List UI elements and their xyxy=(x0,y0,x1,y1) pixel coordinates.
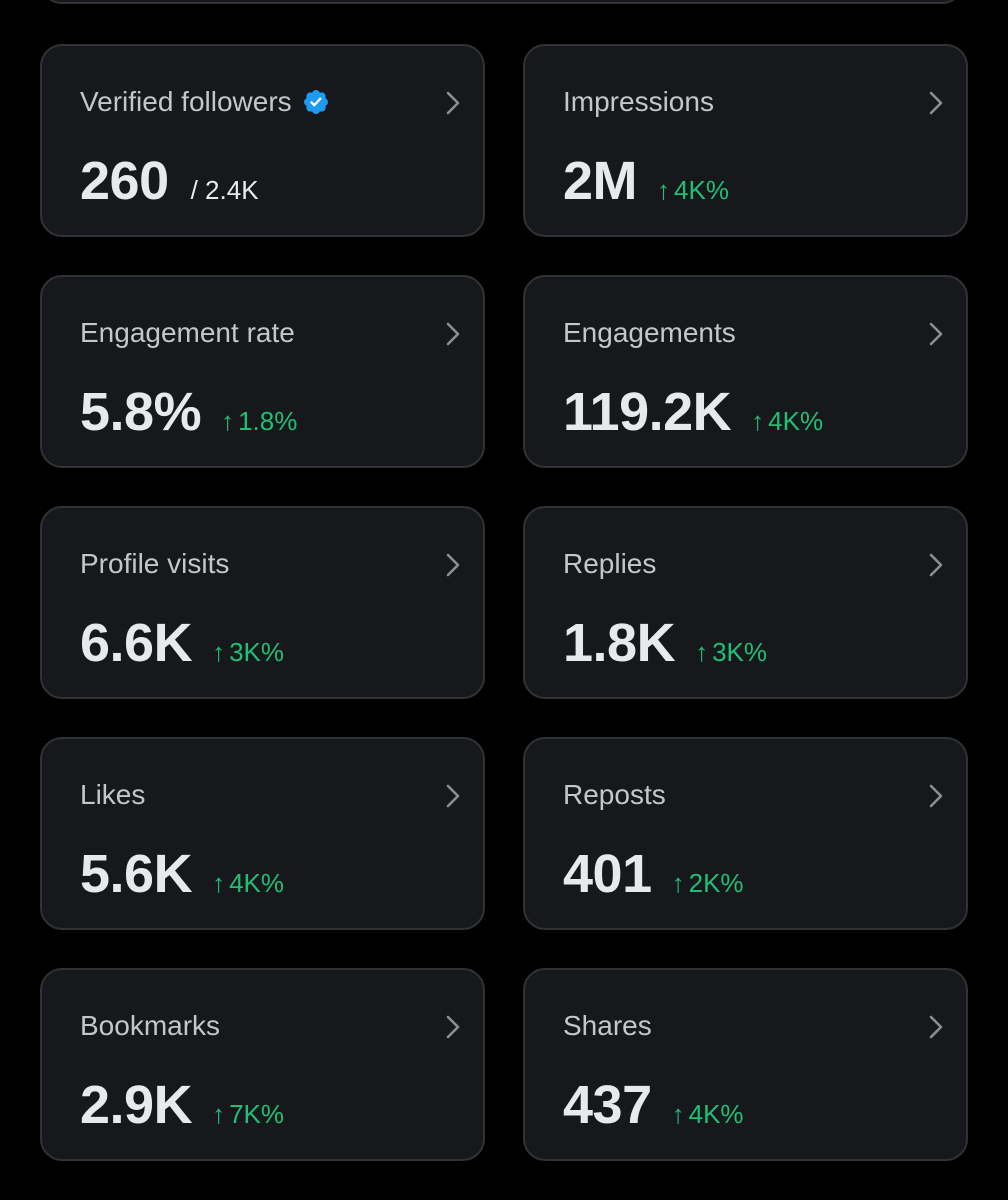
chevron-right-icon xyxy=(443,783,463,809)
metric-value-row: 2.9K ↑ 7K% xyxy=(80,1074,284,1136)
metric-title-wrapper: Engagement rate xyxy=(80,317,295,349)
chevron-right-icon xyxy=(926,783,946,809)
metric-value: 401 xyxy=(563,844,652,904)
up-arrow-icon: ↑ xyxy=(671,1099,685,1129)
metric-delta: ↑ 3K% xyxy=(695,637,767,668)
metric-value: 119.2K xyxy=(563,382,732,442)
metric-value-row: 2M ↑ 4K% xyxy=(563,150,729,212)
metric-title-wrapper: Reposts xyxy=(563,779,666,811)
metric-title: Profile visits xyxy=(80,548,230,579)
metric-value-row: 260 / 2.4K xyxy=(80,150,259,212)
chevron-right-icon xyxy=(926,321,946,347)
metric-title-wrapper: Bookmarks xyxy=(80,1010,220,1042)
metric-card-profile-visits[interactable]: Profile visits 6.6K ↑ 3K% xyxy=(40,506,485,699)
metric-title: Reposts xyxy=(563,779,666,810)
metric-delta: ↑ 1.8% xyxy=(221,406,297,437)
up-arrow-icon: ↑ xyxy=(212,868,226,898)
metric-value-row: 437 ↑ 4K% xyxy=(563,1074,744,1136)
metric-value-row: 401 ↑ 2K% xyxy=(563,843,744,905)
metric-delta: ↑ 4K% xyxy=(672,1099,744,1130)
metric-delta: ↑ 7K% xyxy=(212,1099,284,1130)
metric-title-wrapper: Shares xyxy=(563,1010,652,1042)
up-arrow-icon: ↑ xyxy=(657,175,671,205)
metric-card-engagements[interactable]: Engagements 119.2K ↑ 4K% xyxy=(523,275,968,468)
up-arrow-icon: ↑ xyxy=(212,1099,226,1129)
previous-card-edge xyxy=(40,0,964,4)
metric-value-row: 119.2K ↑ 4K% xyxy=(563,381,823,443)
up-arrow-icon: ↑ xyxy=(751,406,765,436)
verified-badge-icon xyxy=(302,88,330,116)
metrics-grid: Verified followers 260 / 2.4K Impression… xyxy=(40,44,968,1161)
chevron-right-icon xyxy=(926,90,946,116)
metric-title-wrapper: Engagements xyxy=(563,317,736,349)
chevron-right-icon xyxy=(926,552,946,578)
metric-delta-value: 4K% xyxy=(674,175,729,205)
metric-card-verified-followers[interactable]: Verified followers 260 / 2.4K xyxy=(40,44,485,237)
metric-value: 5.8% xyxy=(80,382,202,442)
metric-value: 1.8K xyxy=(563,613,676,673)
metric-title: Likes xyxy=(80,779,146,810)
metric-delta: ↑ 3K% xyxy=(212,637,284,668)
metric-title-wrapper: Verified followers xyxy=(80,86,330,118)
metric-title: Bookmarks xyxy=(80,1010,221,1041)
metric-value: 437 xyxy=(563,1075,652,1135)
chevron-right-icon xyxy=(443,321,463,347)
metric-delta-value: 7K% xyxy=(229,1099,284,1129)
metric-title-wrapper: Profile visits xyxy=(80,548,229,580)
metric-delta-value: 2K% xyxy=(688,868,744,898)
metric-card-bookmarks[interactable]: Bookmarks 2.9K ↑ 7K% xyxy=(40,968,485,1161)
metric-delta-value: 1.8% xyxy=(238,406,298,436)
metric-value-row: 1.8K ↑ 3K% xyxy=(563,612,767,674)
metric-title: Replies xyxy=(563,548,657,579)
metric-value: 2.9K xyxy=(80,1075,193,1135)
metric-value-row: 5.6K ↑ 4K% xyxy=(80,843,284,905)
metric-title-wrapper: Replies xyxy=(563,548,656,580)
metric-delta: ↑ 4K% xyxy=(751,406,823,437)
metric-title: Engagement rate xyxy=(80,317,295,348)
metric-card-replies[interactable]: Replies 1.8K ↑ 3K% xyxy=(523,506,968,699)
chevron-right-icon xyxy=(926,1014,946,1040)
up-arrow-icon: ↑ xyxy=(221,406,235,436)
up-arrow-icon: ↑ xyxy=(212,637,226,667)
metric-delta-value: 3K% xyxy=(229,637,284,667)
metric-card-likes[interactable]: Likes 5.6K ↑ 4K% xyxy=(40,737,485,930)
metric-delta-value: 4K% xyxy=(688,1099,744,1129)
metric-delta: ↑ 4K% xyxy=(657,175,729,206)
metric-delta-value: 4K% xyxy=(768,406,824,436)
metric-value-row: 6.6K ↑ 3K% xyxy=(80,612,284,674)
metric-value: 6.6K xyxy=(80,613,193,673)
chevron-right-icon xyxy=(443,552,463,578)
up-arrow-icon: ↑ xyxy=(695,637,709,667)
metric-delta: ↑ 2K% xyxy=(672,868,744,899)
chevron-right-icon xyxy=(443,90,463,116)
metric-card-impressions[interactable]: Impressions 2M ↑ 4K% xyxy=(523,44,968,237)
metric-card-reposts[interactable]: Reposts 401 ↑ 2K% xyxy=(523,737,968,930)
chevron-right-icon xyxy=(443,1014,463,1040)
metric-title: Shares xyxy=(563,1010,652,1041)
metric-card-engagement-rate[interactable]: Engagement rate 5.8% ↑ 1.8% xyxy=(40,275,485,468)
metric-value: 2M xyxy=(563,151,638,211)
metric-title: Engagements xyxy=(563,317,736,348)
metric-delta-value: 3K% xyxy=(712,637,767,667)
metric-value: 260 xyxy=(80,151,169,211)
metric-value-row: 5.8% ↑ 1.8% xyxy=(80,381,297,443)
metric-delta-value: 4K% xyxy=(229,868,284,898)
metric-title: Impressions xyxy=(563,86,714,117)
metric-title-wrapper: Likes xyxy=(80,779,145,811)
up-arrow-icon: ↑ xyxy=(671,868,685,898)
metric-title: Verified followers xyxy=(80,86,292,117)
metric-total: / 2.4K xyxy=(190,175,259,205)
metric-delta: ↑ 4K% xyxy=(212,868,284,899)
metric-card-shares[interactable]: Shares 437 ↑ 4K% xyxy=(523,968,968,1161)
metric-title-wrapper: Impressions xyxy=(563,86,714,118)
metric-value: 5.6K xyxy=(80,844,193,904)
